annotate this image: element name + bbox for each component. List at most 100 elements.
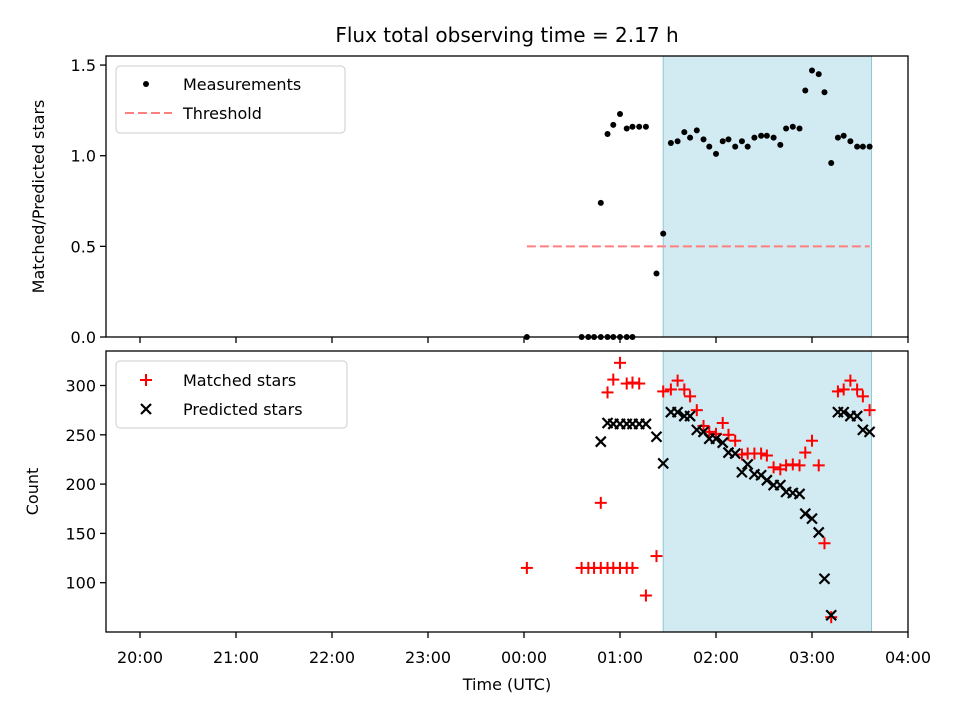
predicted-star-point [595,435,607,448]
measurement-point [796,125,803,132]
predicted-star-point [710,432,722,445]
x-b [140,403,152,415]
x-b [640,418,652,430]
x-tick-label: 21:00 [213,648,259,667]
legend-label-measurements: Measurements [183,75,301,94]
matched-star-point [716,416,729,429]
legend-box [115,360,348,429]
bottom-panel: 100 150 200 250 300 Count 20:00 21:00 22:00 23:00… [23,350,931,694]
y-tick-label: 100 [65,574,96,593]
x-b [710,432,722,445]
matched-star-point [614,356,626,369]
chart-title: Flux total observing time = 2.17 h [335,23,678,47]
matched-star-point [767,461,780,474]
matched-star-point [588,561,601,574]
legend-label-matched: Matched stars [183,371,296,390]
legend-marker-measurements [143,81,149,87]
matched-star-point [760,449,773,462]
matched-star-point [856,390,869,403]
x-b [774,479,787,491]
matched-star-point [837,383,850,396]
x-tick-label: 00:00 [501,648,547,667]
x-b [851,410,863,422]
x-b [755,469,767,482]
legend-label-predicted: Predicted stars [183,400,303,419]
legend-box [115,65,346,134]
x-b [691,424,703,436]
measurement-point [667,140,674,147]
predicted-star-point [741,458,754,471]
predicted-star-point [716,436,729,449]
measurement-point [783,125,790,132]
x-b [818,572,831,585]
measurement-point [660,230,667,237]
x-b [857,424,869,436]
matched-star-point [844,374,857,387]
predicted-star-point [857,424,869,436]
x-b [729,447,741,460]
matched-star-point [607,373,620,386]
matched-star-point [863,404,876,417]
x-tick-label: 04:00 [885,648,931,667]
matched-star-point [806,434,818,447]
matched-star-point [690,404,703,417]
x-b [837,406,850,418]
matched-star-point [722,428,735,441]
x-b [657,457,669,470]
y-tick-label: 150 [65,524,96,543]
legend-bottom: Matched stars Predicted stars [115,360,348,429]
measurement-point [828,159,835,166]
matched-star-point [729,434,742,447]
measurement-point [834,134,841,141]
measurement-point [623,125,630,132]
matched-star-point [633,377,646,390]
x-b [671,406,684,418]
x-b [650,431,663,443]
predicted-star-point [818,572,831,585]
predicted-star-point [825,609,837,622]
measurement-point [847,138,854,145]
measurement-point [604,130,611,137]
y-tick-label: 1.5 [71,56,96,75]
measurement-point [744,143,751,150]
predicted-star-point [863,426,876,438]
matched-star-point [639,589,652,602]
x-tick-label: 02:00 [693,648,739,667]
measurement-point [763,132,770,139]
y-tick-label: 1.0 [71,147,96,166]
predicted-star-point [837,406,850,418]
matched-star-point [812,459,825,472]
measurement-point [617,111,623,118]
predicted-star-point [761,474,773,486]
predicted-star-point [650,431,663,443]
matched-star-point [657,385,670,398]
predicted-star-point [806,512,818,525]
x-b [812,526,825,539]
measurement-point [636,123,643,130]
x-b [736,466,748,479]
axes-frame [105,350,909,633]
matched-star-point [626,561,639,574]
y-tick-label: 0.0 [71,328,96,347]
measurement-point [674,138,681,145]
measurement-point [738,138,745,145]
measurement-point [597,199,604,206]
predicted-star-point [671,406,684,418]
measurement-point [713,150,719,157]
legend-label-threshold: Threshold [182,104,262,123]
x-axis-label: Time (UTC) [462,675,551,694]
measurement-point [725,136,732,143]
predicted-star-point [691,424,703,436]
matched-star-point [825,611,838,624]
x-b [806,512,818,525]
matched-star-point [684,390,697,403]
predicted-star-point [657,457,669,470]
shaded-region [662,350,873,633]
x-b [741,458,754,471]
legend-marker-predicted [140,403,152,415]
matched-star-point [818,537,831,550]
measurement-point [777,141,784,148]
measurement-point [758,132,765,139]
x-b [793,488,806,500]
